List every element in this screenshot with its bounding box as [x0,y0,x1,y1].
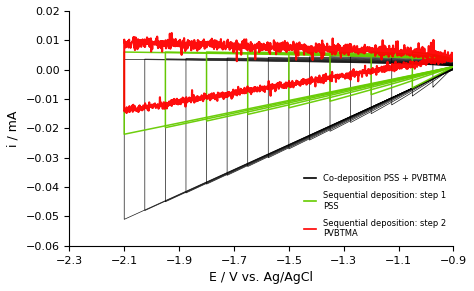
X-axis label: E / V vs. Ag/AgCl: E / V vs. Ag/AgCl [210,271,313,284]
Legend: Co-deposition PSS + PVBTMA, Sequential deposition: step 1
PSS, Sequential deposi: Co-deposition PSS + PVBTMA, Sequential d… [300,171,449,242]
Y-axis label: i / mA: i / mA [7,110,20,147]
